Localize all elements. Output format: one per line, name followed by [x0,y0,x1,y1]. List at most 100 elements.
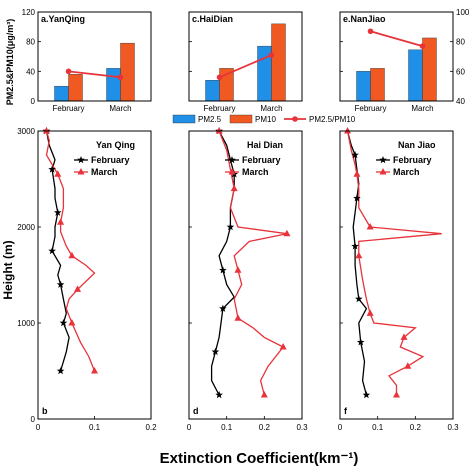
bar-pm25 [106,68,121,102]
bar-panel: February March a.YanQing 0 40 80 120 [22,8,152,113]
y2-tick-label: 60 [456,67,465,76]
legend-label-pm10: PM10 [255,115,276,124]
bar-pm25 [408,49,423,102]
legend: PM2.5 PM10 PM2.5/PM10 [172,114,356,124]
ratio-line [370,30,423,47]
x-tick-label: 0.1 [372,423,384,432]
legend-label-february: February [393,155,432,165]
legend-label-february: February [242,155,281,165]
panel-label: a.YanQing [41,14,85,24]
point-march [68,251,76,259]
point-february [226,223,235,231]
y-tick-label: 0 [31,97,36,106]
category-tick-label: March [411,104,433,113]
bar-pm10 [68,74,83,102]
point-march [215,127,223,134]
series-line-february [346,130,368,396]
bar-pm10 [271,23,286,102]
bar-panel: February March e.NanJiao 40 60 80 100 [339,8,470,113]
point-february [355,295,363,303]
point-february [48,247,56,255]
bar-pm10 [219,68,234,102]
category-tick-label: March [109,104,131,113]
point-february [353,194,361,202]
ratio-marker [419,43,426,49]
point-march [57,218,65,225]
point-march [234,314,242,321]
legend-marker-march [77,168,85,175]
point-march [355,251,363,259]
profile-panel: Nan Jiao February March f0 0.1 0.2 0.3 [338,127,459,432]
point-march [393,391,400,398]
legend-marker-february [228,156,236,164]
category-tick-label: February [53,104,85,113]
top-bar-panels: February March a.YanQing 0 40 80 120 February Ma… [22,8,470,113]
point-february [215,391,223,399]
legend-marker-ratio [292,116,298,122]
point-february [56,280,65,288]
top-y-axis-label: PM2.5&PM10(μg/m³) [5,19,15,106]
profile-panel: Yan Qing February March b0 1000 2000 3000 0 0.1 0… [17,127,157,432]
legend-marker-february [77,156,85,164]
y-tick-label: 80 [26,38,35,47]
x-tick-label: 0.2 [410,423,422,432]
panel-frame [37,11,152,102]
y2-tick-label: 100 [456,8,470,17]
bottom-y-axis-label: Height (m) [1,240,15,299]
panel-label: f [344,406,348,416]
panel-label: d [193,406,199,416]
legend-label-february: February [91,155,130,165]
y-tick-label: 120 [22,8,36,17]
point-february [48,165,56,173]
bar-panel: February March c.HaiDian [188,11,303,113]
x-tick-label: 0.2 [145,423,157,432]
panel-frame [339,11,454,102]
point-february [351,242,359,250]
panel-title: Hai Dian [247,140,283,150]
legend-label-march: March [91,167,118,177]
y-tick-label: 2000 [17,223,35,232]
point-march [279,343,287,350]
legend-label-march: March [393,167,420,177]
point-march [404,362,412,369]
point-march [91,367,98,374]
panel-label: b [42,406,48,416]
point-february [53,208,62,216]
profile-panel: Hai Dian February March d0 0.1 0.2 0.3 [187,127,308,432]
category-tick-label: February [355,104,387,113]
point-february [211,347,220,356]
bar-pm10 [120,42,135,102]
panel-title: Yan Qing [96,140,135,150]
x-tick-label: 0.3 [447,423,459,432]
legend-label-ratio: PM2.5/PM10 [309,115,356,124]
point-february [356,338,365,346]
y-tick-label: 40 [26,67,35,76]
bar-pm25 [205,80,220,102]
series-line-march [346,130,442,395]
ratio-marker [268,52,275,58]
legend-label-march: March [242,167,269,177]
point-march [42,127,50,134]
point-march [234,266,242,273]
ratio-marker [117,74,124,81]
x-tick-label: 0.3 [296,423,308,432]
point-february [56,367,65,375]
x-tick-label: 0 [338,423,343,432]
panel-label: c.HaiDian [192,14,233,24]
point-february [219,304,227,312]
x-tick-label: 0.1 [221,423,233,432]
point-march [366,309,374,316]
point-february [351,151,359,159]
panel-label: e.NanJiao [343,14,386,24]
panel-frame [339,130,454,420]
ratio-line [68,70,121,79]
y2-tick-label: 40 [456,97,465,106]
point-march [68,319,76,326]
legend-swatch-pm25 [172,114,196,124]
ratio-marker [367,28,374,35]
legend-marker-march [228,168,236,175]
panel-frame [188,130,303,420]
ratio-marker [65,68,72,75]
